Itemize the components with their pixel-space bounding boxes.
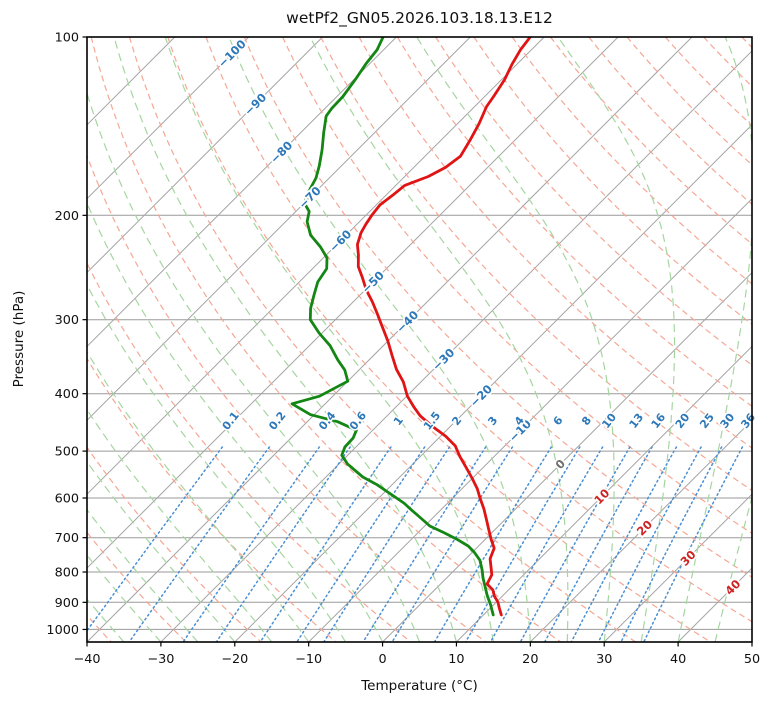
- x-tick-20: 20: [522, 652, 538, 667]
- x-tick-labels: −40 −30 −20 −10 0 10 20 30 40 50: [73, 652, 760, 667]
- dewpoint-curve: [290, 37, 495, 617]
- mixing-ratio-label-8: 8: [579, 414, 594, 428]
- dry-adiabat-lines: [87, 37, 752, 642]
- y-tick-1000: 1000: [46, 623, 79, 638]
- mixing-ratio-label-30: 30: [718, 411, 738, 431]
- x-tick-0: 0: [378, 652, 386, 667]
- mixing-ratio-label-0.6: 0.6: [347, 409, 369, 433]
- mixing-ratio-label-0.2: 0.2: [266, 409, 288, 432]
- y-tick-100: 100: [55, 31, 79, 46]
- y-tick-800: 800: [55, 566, 79, 581]
- mixing-ratio-label-36: 36: [738, 411, 758, 431]
- sounding-curves: [290, 37, 532, 617]
- chart-title: wetPf2_GN05.2026.103.18.13.E12: [286, 9, 553, 27]
- mixing-ratio-label-10: 10: [599, 411, 619, 431]
- isotherm-label--100: −100: [215, 37, 249, 71]
- y-tick-400: 400: [55, 387, 79, 402]
- mixing-ratio-label-6: 6: [551, 414, 566, 428]
- x-tick--20: −20: [221, 652, 248, 667]
- mixing-ratio-label-20: 20: [673, 411, 693, 431]
- temperature-curve: [356, 37, 532, 617]
- y-tick-700: 700: [55, 531, 79, 546]
- mixing-ratio-label-1.5: 1.5: [421, 409, 443, 432]
- isobar-gridlines: [87, 37, 752, 630]
- y-axis-label: Pressure (hPa): [11, 290, 27, 388]
- x-tick-10: 10: [448, 652, 464, 667]
- y-tick-900: 900: [55, 596, 79, 611]
- mixing-ratio-label-3: 3: [485, 414, 500, 428]
- x-axis-label: Temperature (°C): [361, 678, 478, 694]
- mixing-ratio-label-13: 13: [627, 411, 647, 431]
- x-tick--40: −40: [73, 652, 100, 667]
- y-tick-labels: 100 200 300 400 500 600 700 800 900 1000: [46, 31, 79, 638]
- x-tick-50: 50: [744, 652, 760, 667]
- x-tick-40: 40: [670, 652, 686, 667]
- y-tick-300: 300: [55, 313, 79, 328]
- y-tick-200: 200: [55, 209, 79, 224]
- y-tick-600: 600: [55, 492, 79, 507]
- mixing-ratio-label-25: 25: [697, 411, 717, 431]
- mixing-ratio-label-0.4: 0.4: [316, 409, 338, 433]
- axes: [82, 36, 753, 647]
- y-tick-500: 500: [55, 445, 79, 460]
- x-tick--30: −30: [147, 652, 174, 667]
- x-tick-30: 30: [596, 652, 612, 667]
- x-tick--10: −10: [295, 652, 322, 667]
